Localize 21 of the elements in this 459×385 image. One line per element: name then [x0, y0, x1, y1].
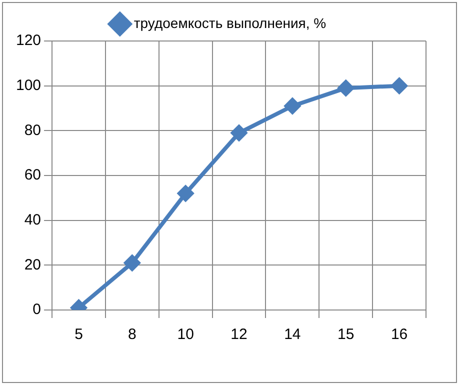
- point: [338, 80, 354, 96]
- y-tick-label: 100: [16, 76, 42, 94]
- x-tick-label: 14: [284, 326, 301, 344]
- y-tick-label: 0: [32, 301, 42, 318]
- point: [231, 124, 248, 141]
- point: [124, 254, 140, 271]
- legend-label: трудоемкость выполнения, %: [134, 14, 326, 31]
- x-tick-label: 16: [390, 326, 408, 344]
- y-tick-label: 120: [16, 32, 42, 50]
- x-tick-label: 12: [230, 326, 248, 344]
- y-tick-label: 80: [24, 122, 42, 139]
- y-tick-label: 40: [24, 211, 42, 228]
- y-tick-label: 60: [24, 166, 42, 184]
- x-tick-label: 10: [177, 326, 194, 344]
- y-tick-label: 20: [24, 256, 42, 274]
- x-tick-label: 8: [128, 326, 136, 344]
- point: [178, 185, 194, 202]
- point: [391, 78, 408, 94]
- point: [284, 98, 300, 114]
- x-tick-label: 15: [338, 326, 354, 344]
- x-tick-label: 5: [74, 326, 83, 344]
